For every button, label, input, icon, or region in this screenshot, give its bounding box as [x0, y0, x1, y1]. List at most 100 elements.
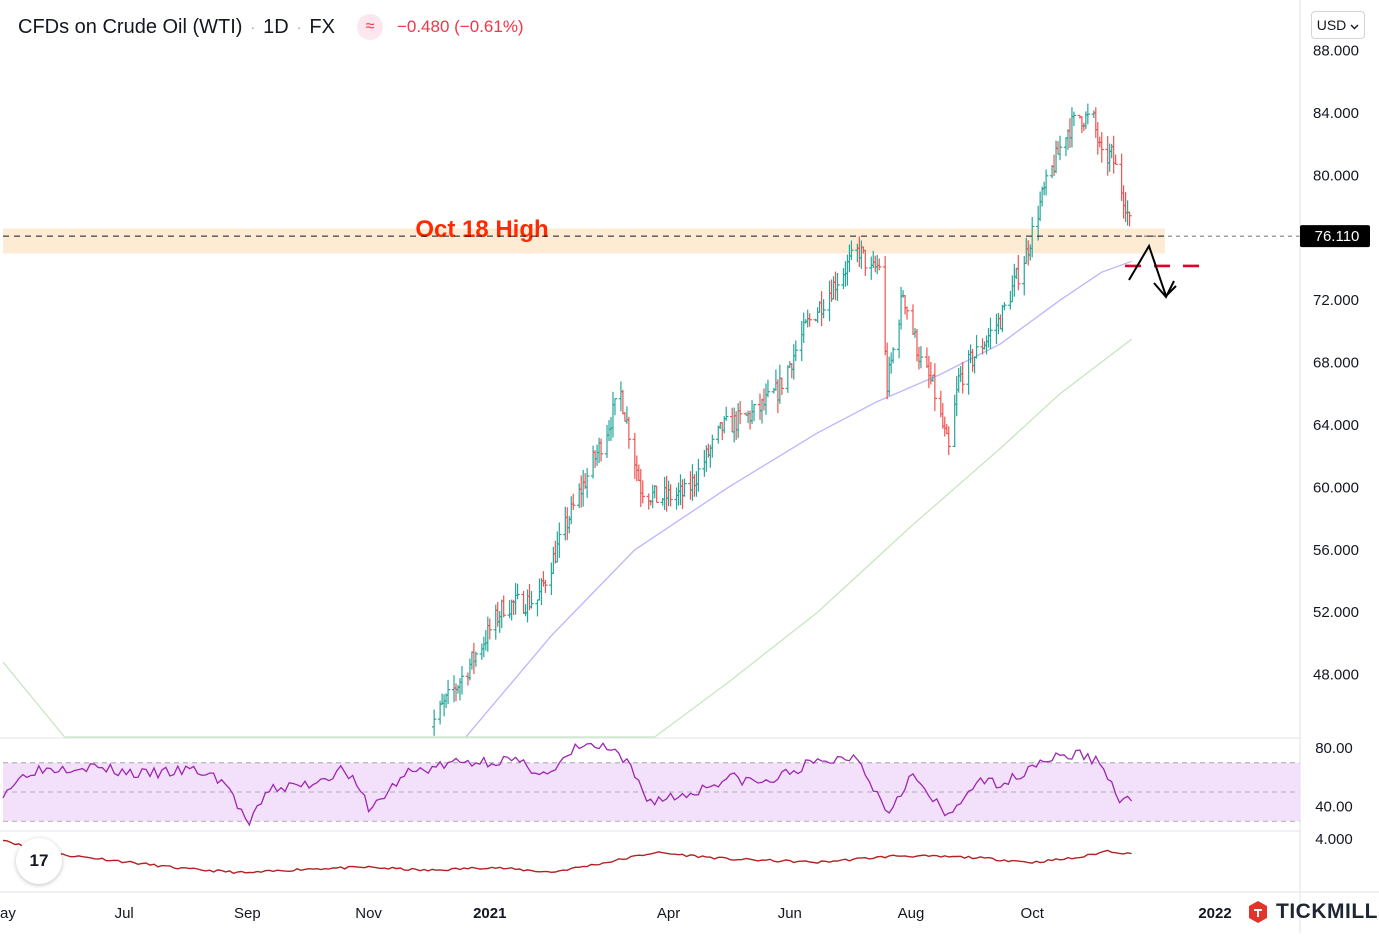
projection-path [1128, 243, 1177, 298]
price-tick-label: 64.000 [1313, 417, 1359, 434]
price-bar [473, 651, 479, 667]
price-bar [974, 335, 979, 359]
price-bar [487, 618, 492, 640]
exchange-label: FX [309, 15, 335, 38]
price-tick-label: 80.000 [1313, 167, 1359, 184]
lower-tick-label: 4.000 [1315, 831, 1353, 848]
tradingview-logo-text: 17 [29, 851, 49, 870]
price-bar [932, 363, 938, 412]
time-tick-label: Jul [115, 905, 134, 922]
time-tick-label: Jun [778, 905, 802, 922]
indicator-icon[interactable]: ≈ [356, 14, 383, 40]
price-bar [1113, 154, 1118, 165]
price-bar [515, 583, 520, 600]
rsi-tick-label: 80.00 [1315, 740, 1353, 757]
lower-indicator-line [2, 839, 1132, 875]
price-bar [459, 666, 465, 695]
rsi-line [2, 742, 1133, 827]
symbol-name[interactable]: CFDs on Crude Oil (WTI) [18, 15, 243, 38]
price-bar [1099, 132, 1104, 163]
price-bar [501, 595, 506, 618]
price-tick-label: 48.000 [1313, 667, 1359, 684]
price-bar [571, 493, 576, 510]
time-tick-label: Apr [657, 905, 680, 922]
price-tick-label: 68.000 [1313, 355, 1359, 372]
price-bar [960, 361, 965, 394]
price-bar [946, 426, 951, 456]
price-bar [918, 346, 924, 369]
price-tick-label: 52.000 [1313, 604, 1359, 621]
currency-dropdown[interactable]: USD [1311, 11, 1365, 39]
rsi-tick-label: 40.00 [1315, 799, 1353, 816]
price-bar [988, 317, 993, 349]
price-bar [751, 403, 757, 422]
price-change: −0.480 (−0.61%) [396, 17, 524, 36]
last-price-label: 76.110 [1315, 228, 1360, 245]
chevron-down-icon [1350, 17, 1359, 33]
price-bar [1030, 217, 1035, 258]
time-tick-label: Aug [898, 905, 925, 922]
price-bar [626, 416, 632, 449]
price-bar [654, 485, 659, 503]
time-tick-label: Sep [234, 905, 261, 922]
price-bar [821, 299, 826, 319]
price-bar [1127, 211, 1132, 227]
price-bar [1071, 111, 1077, 127]
price-bar [431, 709, 437, 736]
moving-average-line-2 [2, 338, 1132, 738]
tradingview-logo[interactable]: 17 [16, 838, 62, 884]
price-tick-label: 84.000 [1313, 105, 1359, 122]
price-bar [682, 478, 687, 497]
price-bar [904, 306, 910, 320]
time-tick-label: Oct [1021, 905, 1045, 922]
chart-header: CFDs on Crude Oil (WTI) · 1D · FX ≈ −0.4… [18, 12, 524, 42]
price-bar [1057, 135, 1063, 161]
price-tick-label: 72.000 [1313, 292, 1359, 309]
header-separator: · [296, 19, 302, 35]
price-tick-label: 60.000 [1313, 479, 1359, 496]
header-separator: · [250, 19, 256, 35]
tickmill-logo: TICKMILL [1246, 897, 1378, 927]
zone-label: Oct 18 High [415, 216, 548, 243]
price-tick-label: 88.000 [1313, 43, 1359, 60]
price-bar [807, 313, 812, 327]
price-bar [598, 438, 604, 462]
tickmill-text: TICKMILL [1276, 900, 1378, 923]
price-bar [779, 377, 785, 395]
price-bar [1085, 103, 1091, 125]
price-bar [793, 340, 798, 362]
price-bar [849, 240, 854, 261]
time-tick-label: ay [0, 905, 16, 922]
price-bar [863, 249, 868, 277]
time-tick-label: Nov [355, 905, 382, 922]
price-bar [1043, 169, 1049, 196]
price-bar [696, 458, 701, 492]
price-bar [445, 679, 451, 705]
price-bar [890, 347, 896, 364]
moving-average-line-1 [465, 260, 1132, 738]
price-bar [640, 480, 645, 504]
price-bar [612, 398, 618, 416]
price-bar [1002, 302, 1007, 311]
interval-label[interactable]: 1D [263, 15, 289, 38]
time-tick-label: 2022 [1198, 905, 1231, 922]
price-bar [668, 484, 673, 507]
time-tick-label: 2021 [473, 905, 506, 922]
projection-arrowhead [1153, 280, 1175, 299]
price-bar [710, 434, 715, 458]
price-bar [765, 379, 771, 398]
last-price-badge [1300, 225, 1370, 248]
price-bar [584, 468, 590, 498]
price-bar [543, 579, 548, 594]
price-bar [737, 401, 743, 425]
resistance-zone [3, 228, 1165, 254]
price-bar [835, 272, 840, 301]
price-bar [877, 258, 882, 271]
currency-label: USD [1316, 17, 1347, 33]
tickmill-icon [1249, 901, 1267, 923]
price-bar [724, 406, 729, 422]
price-bar [557, 522, 562, 558]
price-bar [1016, 254, 1021, 291]
